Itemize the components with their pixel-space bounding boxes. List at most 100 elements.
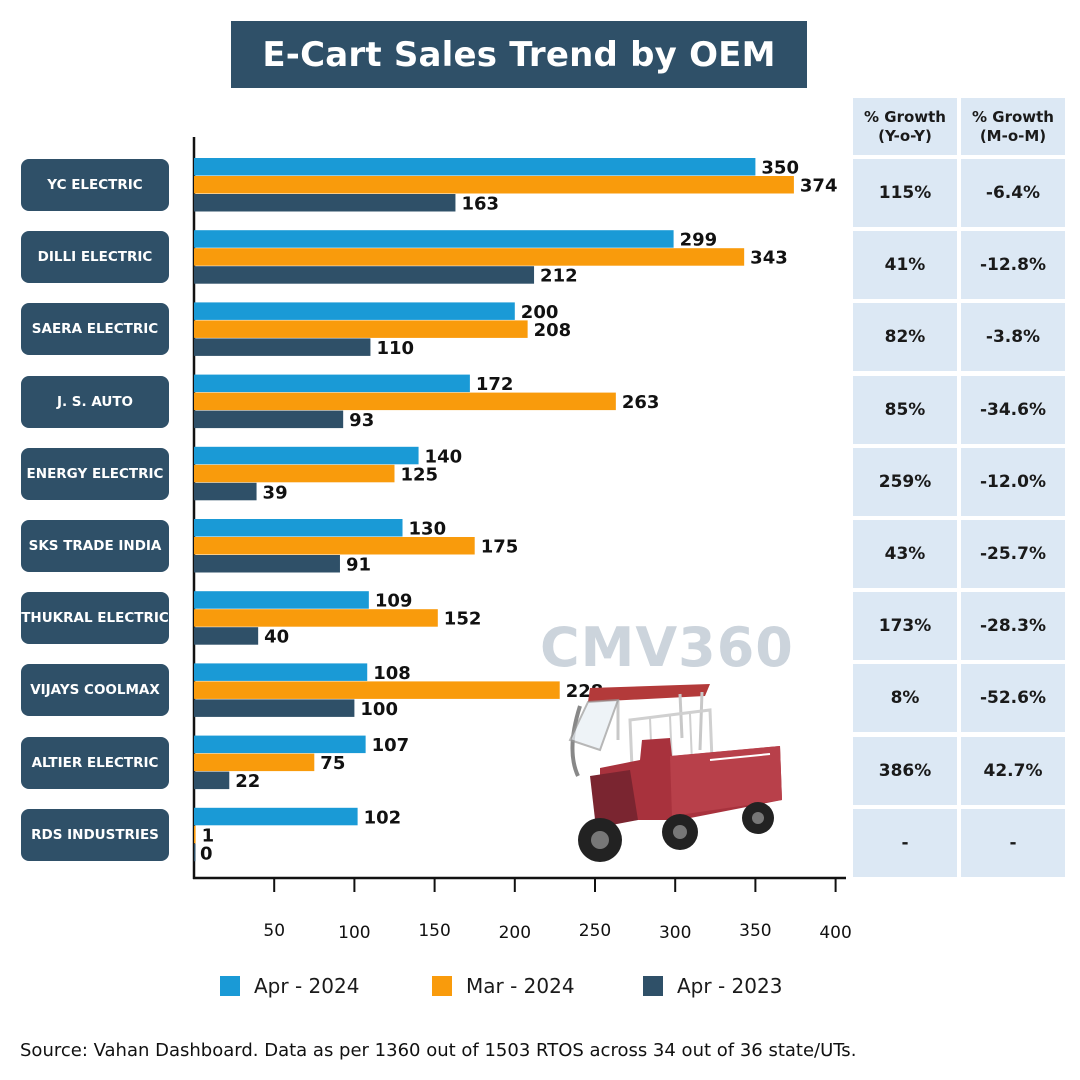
oem-category-label: THUKRAL ELECTRIC	[21, 592, 169, 645]
bar-mar-2024	[194, 464, 395, 483]
mom-growth-cell: -28.3%	[961, 592, 1065, 661]
bar-mar-2024	[194, 176, 794, 194]
bar-apr-2023	[194, 338, 371, 356]
bar-value-label: 125	[401, 464, 439, 485]
bar-value-label: 107	[372, 735, 410, 756]
yoy-growth-cell: 173%	[853, 592, 957, 661]
mom-growth-cell: -12.0%	[961, 447, 1065, 516]
yoy-growth-cell: 8%	[853, 664, 957, 733]
bar-value-label: 200	[521, 302, 559, 323]
bar-value-label: 108	[373, 663, 411, 684]
x-tick-label: 350	[739, 921, 771, 941]
bar-mar-2024	[194, 753, 315, 772]
legend-label: Apr - 2024	[254, 974, 360, 998]
mom-growth-cell: -3.8%	[961, 303, 1065, 372]
bar-value-label: 350	[761, 158, 799, 179]
oem-category-label: VIJAYS COOLMAX	[21, 664, 169, 717]
bar-apr-2024	[194, 302, 515, 320]
growth-header-cell: % Growth (Y-o-Y)	[853, 98, 957, 155]
bar-mar-2024	[194, 320, 528, 338]
yoy-growth-cell: 259%	[853, 447, 957, 516]
bar-value-label: 212	[540, 266, 578, 287]
bar-value-label: 140	[425, 446, 463, 467]
bar-apr-2023	[194, 194, 456, 212]
bar-value-label: 343	[750, 248, 788, 269]
bar-apr-2023	[194, 266, 535, 284]
bar-value-label: 91	[346, 555, 371, 576]
bar-value-label: 39	[263, 482, 288, 503]
mom-growth-cell: -12.8%	[961, 231, 1065, 300]
x-tick-label: 150	[418, 921, 450, 941]
legend-swatch	[220, 976, 240, 996]
bar-value-label: 109	[375, 591, 413, 612]
bar-apr-2023	[194, 555, 340, 573]
bar-apr-2024	[194, 519, 403, 537]
legend-item: Apr - 2024	[220, 974, 359, 998]
bar-value-label: 172	[476, 374, 514, 395]
bar-value-label: 163	[461, 194, 499, 215]
oem-category-label: J. S. AUTO	[21, 375, 169, 428]
oem-category-label: YC ELECTRIC	[21, 159, 169, 211]
x-tick-label: 400	[819, 923, 851, 943]
bar-apr-2023	[194, 843, 196, 862]
chart-title: E-Cart Sales Trend by OEM	[231, 21, 807, 88]
yoy-growth-cell: 82%	[853, 303, 957, 372]
mom-growth-cell: -52.6%	[961, 664, 1065, 733]
bar-value-label: 93	[349, 410, 374, 431]
bar-apr-2023	[194, 627, 259, 645]
x-tick-label: 250	[579, 921, 611, 941]
bar-apr-2024	[194, 735, 366, 754]
yoy-growth-cell: 85%	[853, 375, 957, 444]
bar-apr-2023	[194, 771, 230, 790]
e-cart-image	[568, 684, 782, 862]
mom-growth-cell: -	[961, 808, 1065, 877]
bar-value-label: 175	[481, 537, 519, 558]
bar-value-label: 22	[235, 771, 260, 792]
bar-value-label: 40	[264, 627, 289, 648]
bar-mar-2024	[194, 609, 438, 627]
bar-value-label: 299	[680, 230, 718, 251]
legend-label: Mar - 2024	[466, 974, 575, 998]
oem-category-label: SAERA ELECTRIC	[21, 303, 169, 356]
bar-apr-2024	[194, 158, 756, 176]
bar-apr-2023	[194, 410, 344, 429]
bar-apr-2023	[194, 482, 257, 501]
bar-apr-2024	[194, 446, 419, 465]
yoy-growth-cell: 115%	[853, 159, 957, 227]
bar-apr-2024	[194, 374, 470, 393]
bar-value-label: 100	[360, 699, 398, 720]
bar-apr-2024	[194, 230, 674, 248]
yoy-growth-cell: 386%	[853, 736, 957, 805]
yoy-growth-cell: 43%	[853, 520, 957, 588]
bar-apr-2024	[194, 663, 368, 681]
x-tick-label: 50	[263, 921, 285, 941]
bar-mar-2024	[194, 392, 616, 411]
oem-category-label: SKS TRADE INDIA	[21, 520, 169, 572]
mom-growth-cell: -34.6%	[961, 375, 1065, 444]
bar-value-label: 263	[622, 392, 660, 413]
oem-category-label: DILLI ELECTRIC	[21, 231, 169, 284]
bar-value-label: 374	[800, 176, 838, 197]
x-tick-label: 200	[499, 923, 531, 943]
legend-item: Mar - 2024	[432, 974, 575, 998]
bar-value-label: 0	[200, 843, 213, 864]
bar-value-label: 102	[364, 807, 402, 828]
bar-mar-2024	[194, 681, 560, 699]
x-tick-label: 100	[338, 923, 370, 943]
oem-category-label: ENERGY ELECTRIC	[21, 447, 169, 500]
bar-value-label: 208	[534, 320, 572, 341]
source-note: Source: Vahan Dashboard. Data as per 136…	[20, 1040, 857, 1061]
mom-growth-cell: 42.7%	[961, 736, 1065, 805]
oem-category-label: RDS INDUSTRIES	[21, 808, 169, 861]
growth-header-cell: % Growth (M-o-M)	[961, 98, 1065, 155]
x-tick-label: 300	[659, 923, 691, 943]
mom-growth-cell: -25.7%	[961, 520, 1065, 588]
bar-value-label: 110	[376, 338, 414, 359]
bar-value-label: 152	[444, 609, 482, 630]
bar-apr-2024	[194, 807, 358, 826]
bar-mar-2024	[194, 248, 745, 266]
yoy-growth-cell: -	[853, 808, 957, 877]
bar-value-label: 1	[202, 825, 215, 846]
bar-value-label: 130	[409, 519, 447, 540]
